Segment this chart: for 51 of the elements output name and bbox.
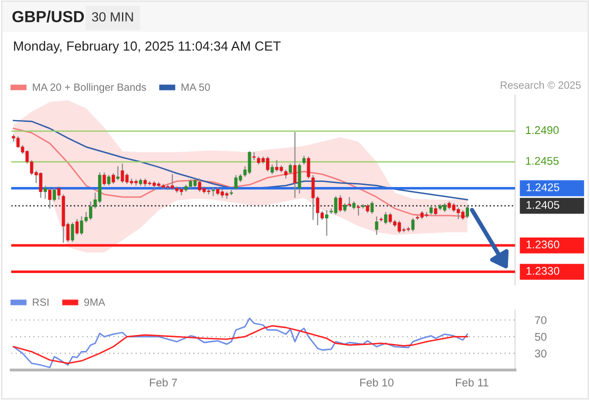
ref-line-label: 1.2425 [526, 183, 560, 192]
candlestick [44, 185, 47, 200]
line-series [12, 325, 468, 364]
x-tick-label: Feb 11 [456, 378, 488, 386]
candlestick [293, 131, 297, 198]
candlestick [48, 188, 52, 210]
candlestick [120, 163, 124, 184]
y-tick-label: 50 [534, 332, 546, 341]
chart-subtitle: 30 MIN [92, 12, 133, 22]
chart-title: GBP/USD [12, 10, 84, 22]
y-tick-label: 30 [534, 350, 546, 358]
legend-label: MA 50 [182, 83, 210, 91]
candlestick [411, 218, 415, 232]
ref-line-label: 1.2330 [526, 266, 560, 275]
candlestick [234, 174, 238, 191]
candlestick [107, 174, 110, 186]
line-series [12, 318, 468, 368]
candlestick [57, 186, 60, 200]
candlestick [116, 166, 120, 181]
candlestick [75, 218, 79, 236]
candlestick [52, 186, 56, 202]
candlestick [338, 194, 342, 213]
candlestick [348, 196, 352, 208]
candlestick [102, 172, 106, 186]
legend-label: 9MA [84, 298, 106, 306]
candlestick [356, 204, 360, 216]
legend-label: RSI [32, 298, 48, 306]
candlestick [70, 222, 74, 242]
candlestick [288, 163, 292, 175]
candlestick [370, 200, 374, 214]
ref-line-label: 1.2455 [526, 156, 559, 165]
candlestick [325, 210, 328, 236]
legend-label: MA 20 + Bollinger Bands [32, 83, 146, 93]
candlestick [112, 172, 115, 184]
ref-line-label: 1.2490 [526, 126, 559, 134]
candlestick [248, 150, 252, 175]
ref-line-label: 1.2360 [526, 240, 560, 248]
x-tick-label: Feb 7 [150, 378, 177, 386]
candlestick [434, 205, 438, 216]
candlestick [306, 156, 310, 180]
candlestick [270, 164, 274, 175]
candlestick [375, 216, 378, 236]
candlestick [384, 211, 388, 225]
text: Monday, February 10, 2025 11:04:34 AM CET [14, 41, 281, 54]
text: Research © 2025 [500, 81, 581, 89]
candlestick [212, 186, 215, 197]
candlestick [298, 163, 302, 194]
x-tick-label: Feb 10 [360, 378, 394, 386]
ref-line-label: 1.2405 [526, 200, 560, 209]
y-tick-label: 70 [535, 316, 546, 324]
candlestick [466, 204, 470, 219]
